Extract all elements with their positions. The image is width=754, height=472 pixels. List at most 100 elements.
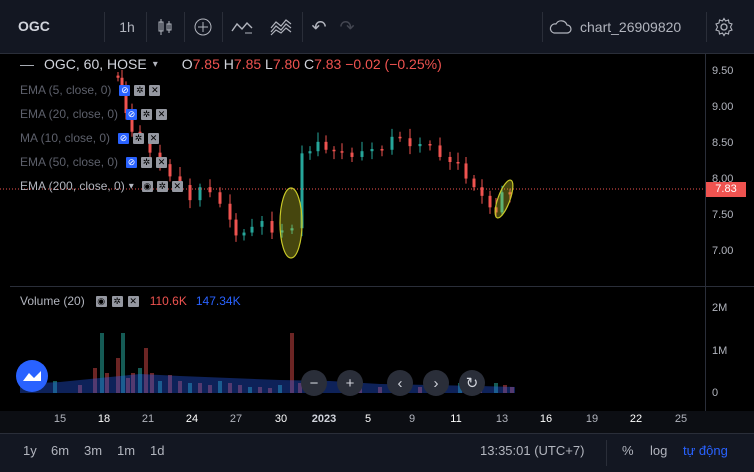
indicator-label: EMA (20, close, 0) <box>20 107 119 121</box>
eye-icon[interactable]: ⊘ <box>119 84 131 96</box>
reset-chart-button[interactable]: ↻ <box>459 370 485 396</box>
volume-tick: 2M <box>712 302 728 314</box>
bottom-toolbar: 1y 6m 3m 1m 1d 13:35:01 (UTC+7) % log tự… <box>0 433 754 472</box>
indicator-row-ema200[interactable]: EMA (200, close, 0) ▾ ◉ ✲ ✕ <box>20 179 183 193</box>
ohlc-values: O7.85 H7.85 L7.80 C7.83 −0.02 (−0.25%) <box>182 56 442 72</box>
interval-button[interactable]: 1h <box>119 19 135 35</box>
high-label: H <box>223 56 234 72</box>
zoom-controls: − + <box>301 370 363 396</box>
toolbar-divider <box>706 12 707 42</box>
time-tick: 2023 <box>311 413 337 425</box>
volume-tick: 1M <box>712 345 728 357</box>
chart-name: chart_26909820 <box>580 19 682 35</box>
time-tick: 25 <box>674 413 688 425</box>
time-tick: 5 <box>364 413 372 425</box>
zoom-in-button[interactable]: + <box>337 370 363 396</box>
eye-icon[interactable]: ◉ <box>141 180 153 192</box>
chart-layout-button[interactable]: chart_26909820 <box>548 14 681 40</box>
price-tick: 7.00 <box>712 245 734 257</box>
indicators-icon[interactable] <box>228 14 256 40</box>
undo-icon[interactable]: ↶ <box>311 16 327 37</box>
close-icon[interactable]: ✕ <box>127 295 139 307</box>
close-icon[interactable]: ✕ <box>149 84 161 96</box>
time-tick: 27 <box>229 413 243 425</box>
eye-icon[interactable]: ⊘ <box>126 108 138 120</box>
close-icon[interactable]: ✕ <box>156 108 168 120</box>
close-icon[interactable]: ✕ <box>148 132 160 144</box>
clock[interactable]: 13:35:01 (UTC+7) <box>480 443 585 458</box>
eye-icon[interactable]: ◉ <box>95 295 107 307</box>
tradingview-logo[interactable] <box>16 360 48 392</box>
close-icon[interactable]: ✕ <box>171 180 183 192</box>
current-price-tag: 7.83 <box>706 182 746 197</box>
legend-symbol[interactable]: OGC, 60, HOSE <box>44 56 147 72</box>
time-tick: 11 <box>450 413 462 425</box>
compare-icon[interactable] <box>266 14 296 40</box>
close-icon[interactable]: ✕ <box>156 156 168 168</box>
bottom-divider <box>606 440 607 466</box>
time-tick: 24 <box>185 413 199 425</box>
indicator-label: EMA (5, close, 0) <box>20 83 112 97</box>
price-tick: 8.50 <box>712 137 734 149</box>
volume-tick: 0 <box>712 387 719 399</box>
volume-legend[interactable]: Volume (20) ◉ ✲ ✕ 110.6K 147.34K <box>20 294 241 308</box>
low-label: L <box>265 56 273 72</box>
settings-gear-icon[interactable] <box>712 14 736 40</box>
toolbar-divider <box>222 12 223 42</box>
volume-label: Volume (20) <box>20 294 85 308</box>
chevron-down-icon[interactable]: ▾ <box>128 180 134 192</box>
time-scale[interactable]: 15 18 21 24 27 30 2023 5 9 11 13 16 19 2… <box>0 411 754 433</box>
gear-icon[interactable]: ✲ <box>134 84 146 96</box>
range-1d[interactable]: 1d <box>150 443 165 458</box>
indicator-row-ma10[interactable]: MA (10, close, 0) ⊘ ✲ ✕ <box>20 131 160 145</box>
change-value: −0.02 (−0.25%) <box>345 56 442 72</box>
pane-divider[interactable] <box>10 286 754 287</box>
range-1m[interactable]: 1m <box>117 443 136 458</box>
range-6m[interactable]: 6m <box>51 443 70 458</box>
symbol-search[interactable]: OGC <box>18 18 50 34</box>
redo-icon[interactable]: ↷ <box>339 16 355 37</box>
high-value: 7.85 <box>233 56 262 72</box>
indicator-row-ema20[interactable]: EMA (20, close, 0) ⊘ ✲ ✕ <box>20 107 168 121</box>
time-tick: 22 <box>629 413 643 425</box>
scroll-right-button[interactable]: › <box>423 370 449 396</box>
percent-toggle[interactable]: % <box>622 443 634 458</box>
open-label: O <box>181 56 193 72</box>
time-tick: 18 <box>97 413 111 425</box>
time-tick: 9 <box>408 413 416 425</box>
gear-icon[interactable]: ✲ <box>156 180 168 192</box>
time-tick: 16 <box>539 413 553 425</box>
gear-icon[interactable]: ✲ <box>133 132 145 144</box>
scroll-controls: ‹ › ↻ <box>387 370 485 396</box>
add-indicator-icon[interactable] <box>190 14 216 40</box>
main-legend: — OGC, 60, HOSE ▾ O7.85 H7.85 L7.80 C7.8… <box>20 56 442 72</box>
low-value: 7.80 <box>272 56 301 72</box>
close-value: 7.83 <box>314 56 342 72</box>
time-tick: 15 <box>53 413 67 425</box>
gear-icon[interactable]: ✲ <box>141 108 153 120</box>
price-tick: 7.50 <box>712 209 734 221</box>
gear-icon[interactable]: ✲ <box>141 156 153 168</box>
chevron-down-icon[interactable]: ▾ <box>152 58 158 70</box>
toolbar-divider <box>104 12 105 42</box>
zoom-out-button[interactable]: − <box>301 370 327 396</box>
cloud-icon <box>549 20 572 34</box>
eye-icon[interactable]: ⊘ <box>118 132 130 144</box>
log-toggle[interactable]: log <box>650 443 668 458</box>
gear-icon[interactable]: ✲ <box>111 295 123 307</box>
scroll-left-button[interactable]: ‹ <box>387 370 413 396</box>
indicator-row-ema50[interactable]: EMA (50, close, 0) ⊘ ✲ ✕ <box>20 155 168 169</box>
collapse-icon[interactable]: — <box>20 56 34 72</box>
eye-icon[interactable]: ⊘ <box>126 156 138 168</box>
candlestick-icon[interactable] <box>152 14 178 40</box>
auto-scale-toggle[interactable]: tự động <box>683 443 728 458</box>
price-scale-divider <box>705 54 706 411</box>
range-1y[interactable]: 1y <box>23 443 37 458</box>
open-value: 7.85 <box>192 56 220 72</box>
indicator-row-ema5[interactable]: EMA (5, close, 0) ⊘ ✲ ✕ <box>20 83 161 97</box>
toolbar-divider <box>184 12 185 42</box>
price-tick: 9.50 <box>712 65 734 77</box>
logo-icon <box>23 371 41 381</box>
range-3m[interactable]: 3m <box>84 443 103 458</box>
volume-ma-value: 147.34K <box>195 294 241 308</box>
